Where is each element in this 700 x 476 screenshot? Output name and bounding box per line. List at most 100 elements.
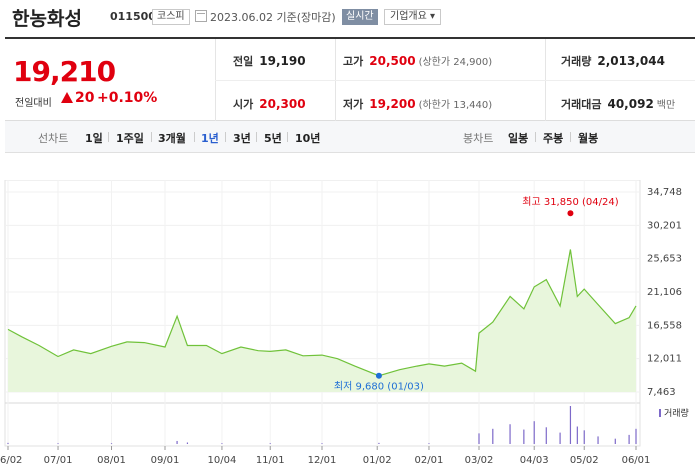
y-tick-label: 12,011 [647, 354, 682, 365]
x-tick-label: 06/02 [0, 455, 22, 466]
tab-separator [194, 132, 195, 142]
stat-value: 19,200 [369, 97, 416, 111]
tab-monthly[interactable]: 월봉 [578, 132, 599, 145]
low-marker [375, 372, 382, 379]
stat-value: 2,013,044 [597, 54, 665, 68]
y-axis: 34,748 30,201 25,653 21,106 16,558 12,011 7,46… [647, 187, 682, 398]
volume-bar [635, 428, 637, 444]
line-chart-label: 선차트 [38, 132, 69, 145]
stat-label: 거래량 [561, 55, 592, 68]
tab-1y[interactable]: 1년 [201, 132, 219, 145]
x-tick-label: 06/01 [622, 455, 651, 466]
candle-chart-label: 봉차트 [463, 132, 494, 145]
stock-code: 011500 [110, 10, 156, 23]
price-area [8, 249, 636, 392]
y-tick-label: 34,748 [647, 187, 682, 198]
upper-limit: (상한가 24,900) [418, 57, 493, 68]
volume-bar [478, 433, 480, 444]
stat-high: 고가 20,500 (상한가 24,900) [343, 53, 492, 69]
stat-value: 40,092 [607, 97, 654, 111]
quote-panel: 19,210 전일대비 20 +0.10% 전일 19,190 고가 20,500(… [5, 37, 695, 121]
y-tick-label: 21,106 [647, 287, 682, 298]
volume-bar [492, 428, 494, 444]
volume-bar [628, 434, 630, 444]
volume-bar [545, 427, 547, 444]
volume-bar [7, 442, 9, 444]
stat-amount: 거래대금 40,092 백만 [561, 96, 675, 112]
x-tick-label: 02/01 [415, 455, 444, 466]
price-chart[interactable]: 34,748 30,201 25,653 21,106 16,558 12,011 7,46… [0, 180, 700, 476]
volume-bar [269, 443, 271, 444]
volume-bar [428, 443, 430, 444]
y-tick-label: 7,463 [647, 387, 676, 398]
stat-open: 시가 20,300 [233, 96, 306, 112]
x-tick-label: 12/01 [308, 455, 337, 466]
x-tick-label: 07/01 [44, 455, 73, 466]
x-tick-label: 04/03 [520, 455, 549, 466]
tab-1w[interactable]: 1주일 [116, 132, 144, 145]
stat-value: 20,300 [259, 97, 306, 111]
volume-bar [523, 429, 525, 444]
y-tick-label: 16,558 [647, 320, 682, 331]
tab-separator [256, 132, 257, 142]
calendar-icon [195, 10, 207, 22]
stat-label: 거래대금 [561, 98, 602, 111]
volume-bar [509, 424, 511, 444]
y-tick-label: 30,201 [647, 220, 682, 231]
realtime-button[interactable]: 실시간 [342, 9, 378, 25]
stat-low: 저가 19,200 (하한가 13,440) [343, 96, 492, 112]
tab-3m[interactable]: 3개월 [158, 132, 186, 145]
amount-unit: 백만 [656, 100, 676, 111]
stat-value: 19,190 [259, 54, 306, 68]
compare-label: 전일대비 [15, 98, 52, 109]
x-tick-label: 01/02 [363, 455, 392, 466]
tab-10y[interactable]: 10년 [295, 132, 321, 145]
x-tick-label: 05/02 [570, 455, 599, 466]
stock-header: 한농화성 011500 코스피 2023.06.02 기준(장마감) 실시간 기… [0, 0, 700, 34]
volume-bar [533, 421, 535, 444]
x-axis: 06/02 07/01 08/01 09/01 10/04 11/01 12/01 01/02… [0, 446, 650, 466]
lower-limit: (하한가 13,440) [418, 100, 493, 111]
divider [215, 80, 695, 81]
volume-bar [176, 440, 178, 444]
volume-legend-swatch [659, 409, 661, 417]
low-label: 최저 9,680 (01/03) [334, 381, 424, 393]
tab-weekly[interactable]: 주봉 [543, 132, 564, 145]
x-tick-label: 11/01 [256, 455, 285, 466]
market-badge: 코스피 [152, 9, 190, 25]
x-tick-label: 10/04 [208, 455, 237, 466]
change-percent: +0.10% [97, 90, 158, 106]
stat-value: 20,500 [369, 54, 416, 68]
volume-bar [583, 430, 585, 444]
price-line [7, 249, 637, 377]
tab-separator [570, 132, 571, 142]
x-tick-label: 08/01 [97, 455, 126, 466]
high-marker [567, 210, 574, 217]
up-triangle-icon [61, 92, 73, 103]
volume-bar [186, 442, 189, 444]
x-tick-label: 09/01 [151, 455, 180, 466]
annotations: 최고 31,850 (04/24) 최저 9,680 (01/03) [334, 196, 619, 393]
y-tick-label: 25,653 [647, 254, 682, 265]
volume-bar [378, 442, 380, 444]
tab-separator [225, 132, 226, 142]
stat-volume: 거래량 2,013,044 [561, 53, 665, 69]
stat-prev: 전일 19,190 [233, 53, 306, 69]
tab-separator [535, 132, 536, 142]
change-value: 20 [75, 90, 95, 106]
stat-label: 고가 [343, 55, 364, 68]
tab-1d[interactable]: 1일 [85, 132, 103, 145]
x-tick-label: 03/02 [465, 455, 494, 466]
company-info-dropdown[interactable]: 기업개요 ▾ [384, 9, 441, 25]
volume-bar [559, 432, 561, 444]
tab-separator [108, 132, 109, 142]
tab-daily[interactable]: 일봉 [508, 132, 529, 145]
volume-bar [321, 443, 323, 444]
tab-3y[interactable]: 3년 [233, 132, 251, 145]
volume-bar [576, 426, 578, 444]
tab-5y[interactable]: 5년 [264, 132, 282, 145]
volume-bar [569, 406, 572, 444]
volume-legend-label: 거래량 [664, 409, 689, 419]
volume-bar [597, 436, 599, 444]
volume-bars [7, 406, 637, 444]
